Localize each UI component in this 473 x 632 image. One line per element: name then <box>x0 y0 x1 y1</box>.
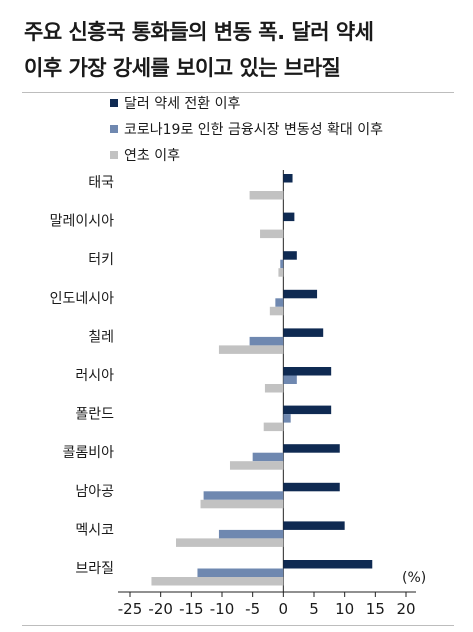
bar-6-0 <box>283 405 332 415</box>
legend-swatch-0 <box>110 99 118 107</box>
category-label-6: 폴란드 <box>75 407 114 423</box>
bar-3-2 <box>269 306 284 316</box>
bars <box>151 174 373 586</box>
bar-5-0 <box>283 367 332 376</box>
unit-label: (%) <box>402 570 426 586</box>
bar-10-1 <box>197 568 284 577</box>
bar-7-2 <box>229 461 284 470</box>
x-tick-label-7: 10 <box>335 600 354 618</box>
bar-4-2 <box>218 345 284 354</box>
bar-7-1 <box>252 452 284 462</box>
x-tick-label-6: 5 <box>309 600 319 618</box>
bar-8-0 <box>283 482 340 492</box>
bar-7-0 <box>283 444 340 453</box>
bar-6-1 <box>283 414 291 423</box>
bottom-rule <box>22 625 454 626</box>
bar-9-1 <box>218 529 284 539</box>
category-label-8: 남아공 <box>75 484 114 500</box>
bar-4-1 <box>249 336 284 346</box>
title-divider <box>22 92 454 93</box>
category-label-4: 칠레 <box>88 329 114 345</box>
bar-2-2 <box>278 268 284 277</box>
legend-label-1: 코로나19로 인한 금융시장 변동성 확대 이후 <box>124 122 383 138</box>
x-tick-label-9: 20 <box>396 600 415 618</box>
legend-label-0: 달러 약세 전환 이후 <box>124 96 241 112</box>
bar-8-1 <box>203 491 284 500</box>
category-label-5: 러시아 <box>75 368 114 384</box>
bar-1-0 <box>283 212 295 222</box>
category-label-1: 말레이시아 <box>50 214 115 230</box>
bar-10-0 <box>283 560 373 569</box>
bar-8-2 <box>200 499 284 509</box>
legend-swatch-2 <box>110 151 118 159</box>
bar-5-1 <box>283 375 297 384</box>
category-label-10: 브라질 <box>75 561 114 577</box>
bar-0-0 <box>283 174 293 183</box>
category-label-7: 콜롬비아 <box>62 445 114 461</box>
category-label-3: 인도네시아 <box>50 291 115 307</box>
x-tick-label-3: -10 <box>210 600 235 618</box>
bar-1-2 <box>260 229 284 239</box>
x-tick-label-5: 0 <box>279 600 289 618</box>
bar-2-1 <box>280 259 284 269</box>
bar-9-2 <box>176 538 284 547</box>
bar-3-1 <box>275 298 284 307</box>
bar-6-2 <box>263 422 284 432</box>
bar-5-2 <box>264 384 284 393</box>
chart-title-line-2: 이후 가장 강세를 보이고 있는 브라질 <box>24 56 341 80</box>
x-axis: -25 -20 -15 -10 -5 0 5 10 15 20 <box>118 170 416 618</box>
category-label-9: 멕시코 <box>75 522 114 538</box>
x-tick-label-1: -20 <box>148 600 173 618</box>
bar-0-2 <box>249 191 284 200</box>
legend-swatch-1 <box>110 125 118 133</box>
legend-label-2: 연초 이후 <box>124 148 180 164</box>
x-tick-label-2: -15 <box>179 600 204 618</box>
x-tick-label-4: -5 <box>245 600 260 618</box>
bar-9-0 <box>283 521 345 530</box>
bar-10-2 <box>151 577 284 586</box>
category-label-0: 태국 <box>88 175 114 191</box>
bar-4-0 <box>283 328 324 337</box>
bar-3-0 <box>283 289 318 299</box>
x-tick-label-8: 15 <box>366 600 385 618</box>
x-tick-label-0: -25 <box>118 600 143 618</box>
bar-2-0 <box>283 251 297 260</box>
chart-title-line-1: 주요 신흥국 통화들의 변동 폭. 달러 약세 <box>24 20 374 44</box>
category-label-2: 터키 <box>88 252 114 268</box>
